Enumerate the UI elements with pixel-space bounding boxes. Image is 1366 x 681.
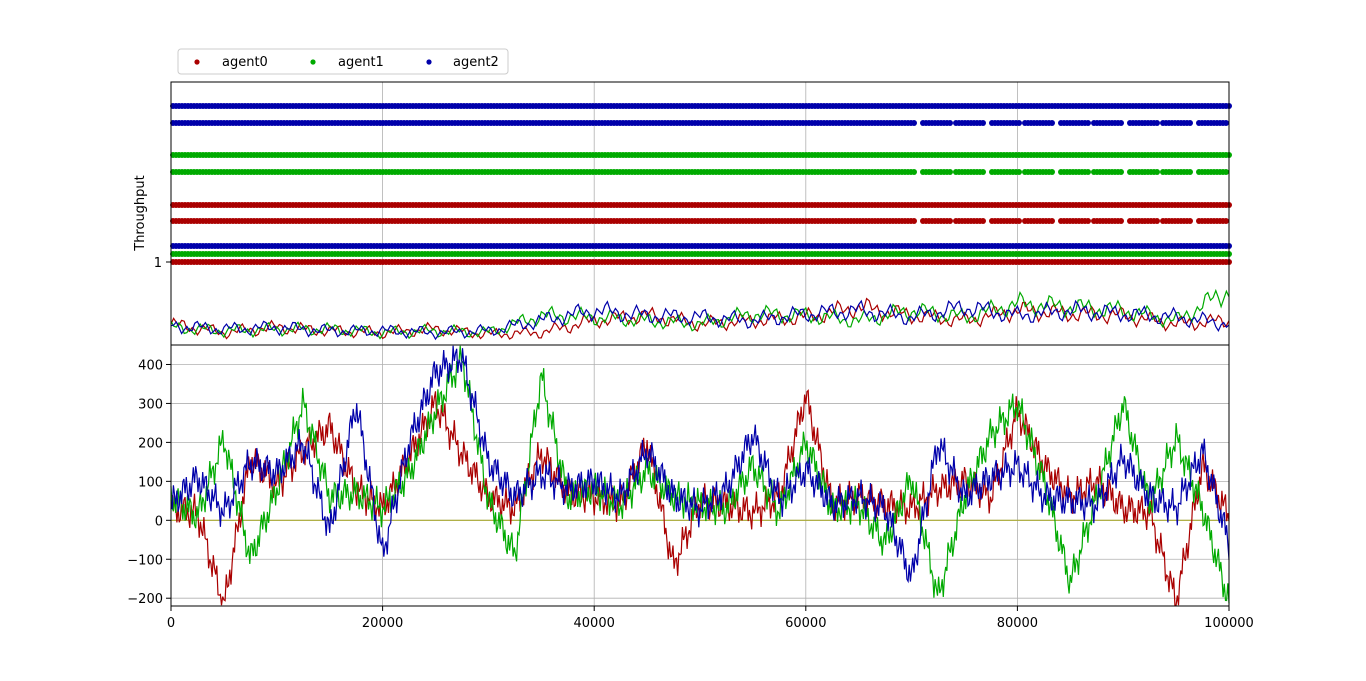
x-tick-label: 40000	[574, 616, 615, 631]
dot-agent0-lower	[1049, 218, 1055, 224]
series-line-agent2	[170, 345, 1230, 584]
dot-agent1-lower	[1016, 169, 1022, 175]
x-tick-label: 100000	[1204, 616, 1254, 631]
dot-agent1-lower	[1049, 169, 1055, 175]
dot-agent1-lower	[980, 169, 986, 175]
y-tick-label: −100	[127, 553, 163, 568]
y-tick-label: 0	[155, 514, 163, 529]
legend-marker-agent0	[194, 59, 200, 65]
dot-agent0-lower	[1223, 218, 1229, 224]
y-tick-label: 200	[138, 436, 163, 451]
series-line-agent0	[170, 389, 1230, 606]
dot-agent0-lower	[1187, 218, 1193, 224]
dot-agent0-lower	[1118, 218, 1124, 224]
throughput-line-agent0	[170, 297, 1230, 340]
x-tick-label: 80000	[997, 616, 1038, 631]
dot-agent2-lower	[980, 120, 986, 126]
dot-agent1-lower	[1085, 169, 1091, 175]
dot-agent0-lower	[1154, 218, 1160, 224]
bottom-x-ticks: 0 20000 40000 60000 80000 100000	[167, 606, 1254, 631]
series-lines	[170, 345, 1230, 606]
dot-agent2-lower	[1049, 120, 1055, 126]
dot-agent0-lower	[980, 218, 986, 224]
legend-marker-agent1	[310, 59, 316, 65]
dot-agent1-lower	[947, 169, 953, 175]
dot-agent2-lower	[1118, 120, 1124, 126]
dot-agent0-lower	[911, 218, 917, 224]
legend-label-agent2: agent2	[453, 55, 499, 70]
dot-agent2-lower	[1085, 120, 1091, 126]
dot-agent1-lower	[1154, 169, 1160, 175]
top-y-axis-label: Throughput	[133, 175, 148, 252]
x-tick-label: 0	[167, 616, 175, 631]
legend-label-agent1: agent1	[338, 55, 384, 70]
legend-label-agent0: agent0	[222, 55, 268, 70]
throughput-dot-rows	[170, 103, 1232, 265]
series-line-agent1	[170, 345, 1230, 604]
dot-agent1-lower	[1187, 169, 1193, 175]
throughput-line-agent1	[170, 288, 1230, 340]
dot-agent2-lower	[1187, 120, 1193, 126]
throughput-line-agent2	[170, 299, 1230, 341]
x-tick-label: 60000	[785, 616, 826, 631]
dot-agent2-lower	[1016, 120, 1022, 126]
lines-panel: 400 300 200 100 0 −100 −200 0 20000 40000 60000 80…	[127, 344, 1254, 631]
dot-agent2-lower	[1154, 120, 1160, 126]
dot-agent1-lower	[911, 169, 917, 175]
throughput-traces	[170, 288, 1230, 341]
dot-agent1-lower	[1118, 169, 1124, 175]
bottom-grid	[171, 345, 1229, 606]
bottom-y-ticks: 400 300 200 100 0 −100 −200	[127, 358, 171, 607]
dot-agent2-lower	[1223, 120, 1229, 126]
dot-agent0-lower	[947, 218, 953, 224]
dot-agent1-lower	[1223, 169, 1229, 175]
x-tick-label: 20000	[362, 616, 403, 631]
throughput-panel: 1 Throughput	[133, 81, 1232, 346]
legend: agent0 agent1 agent2	[177, 48, 509, 75]
bottom-axes-frame	[170, 344, 1230, 607]
top-y-tick-label: 1	[154, 256, 162, 271]
dot-agent0-lower	[1085, 218, 1091, 224]
y-tick-label: 300	[138, 397, 163, 412]
dot-agent2-lower	[911, 120, 917, 126]
dot-agent2-lower	[947, 120, 953, 126]
legend-marker-agent2	[426, 59, 432, 65]
legend-frame	[177, 48, 509, 75]
y-tick-label: 400	[138, 358, 163, 373]
dot-agent0-lower	[1016, 218, 1022, 224]
y-tick-label: −200	[127, 592, 163, 607]
y-tick-label: 100	[138, 475, 163, 490]
